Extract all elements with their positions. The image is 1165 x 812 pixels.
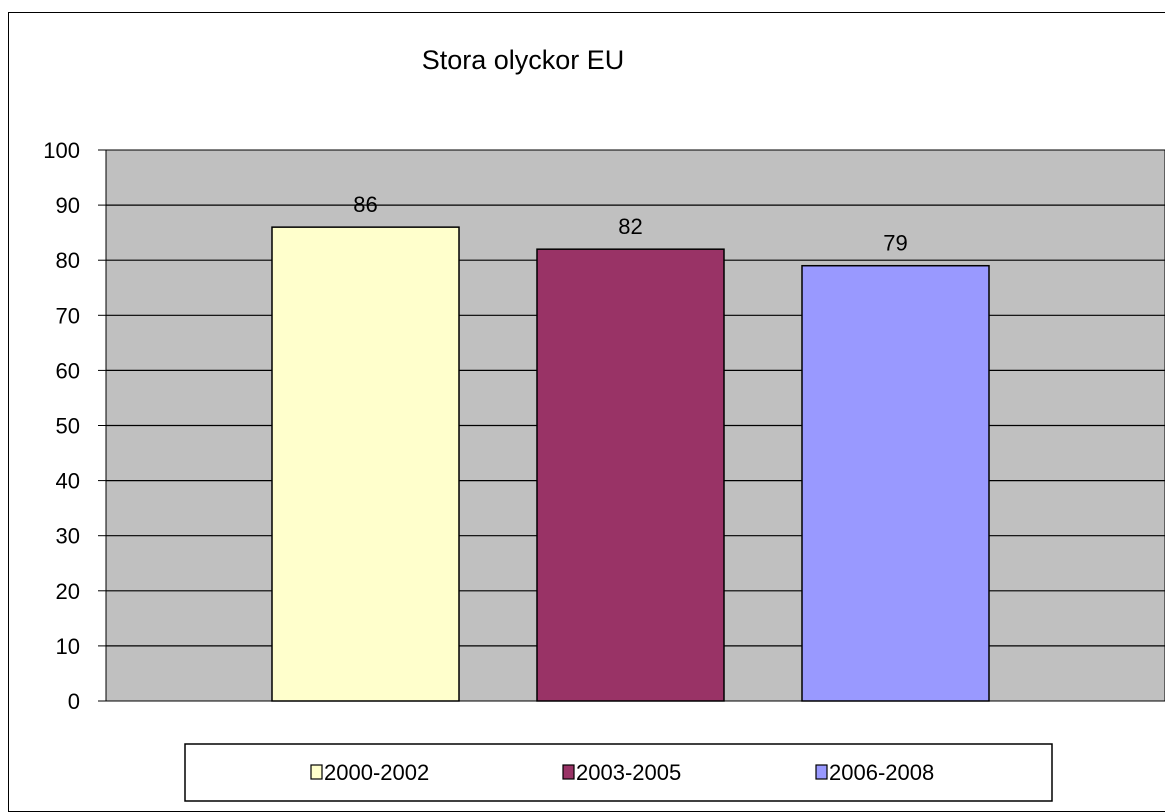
bar-2003-2005	[536, 248, 725, 702]
y-tick-label: 50	[56, 414, 80, 439]
y-tick-label: 40	[56, 469, 80, 494]
legend-label: 2003-2005	[576, 760, 681, 785]
y-tick-label: 70	[56, 303, 80, 328]
data-labels: 86 82 79	[353, 192, 907, 256]
y-tick-label: 10	[56, 634, 80, 659]
chart-title: Stora olyckor EU	[422, 45, 625, 75]
y-tick-label: 100	[43, 138, 80, 163]
y-tick-label: 20	[56, 579, 80, 604]
legend-swatch	[562, 764, 575, 780]
legend-label: 2000-2002	[324, 760, 429, 785]
bar-2000-2002	[271, 226, 460, 702]
bar-2006-2008	[801, 264, 990, 702]
bars	[271, 226, 990, 702]
y-tick-label: 0	[68, 689, 80, 714]
y-tick-label: 80	[56, 248, 80, 273]
data-label: 82	[618, 214, 642, 239]
legend-label: 2006-2008	[829, 760, 934, 785]
data-label: 79	[883, 231, 907, 256]
y-tick-label: 30	[56, 524, 80, 549]
y-tick-label: 60	[56, 358, 80, 383]
y-tick-label: 90	[56, 193, 80, 218]
legend: 2000-2002 2003-2005 2006-2008	[184, 743, 1053, 802]
legend-swatch	[310, 764, 323, 780]
legend-box	[184, 743, 1053, 802]
legend-swatch	[815, 764, 828, 780]
data-label: 86	[353, 192, 377, 217]
y-axis-ticks: 0 10 20 30 40 50 60 70 80 90 100	[43, 138, 106, 714]
